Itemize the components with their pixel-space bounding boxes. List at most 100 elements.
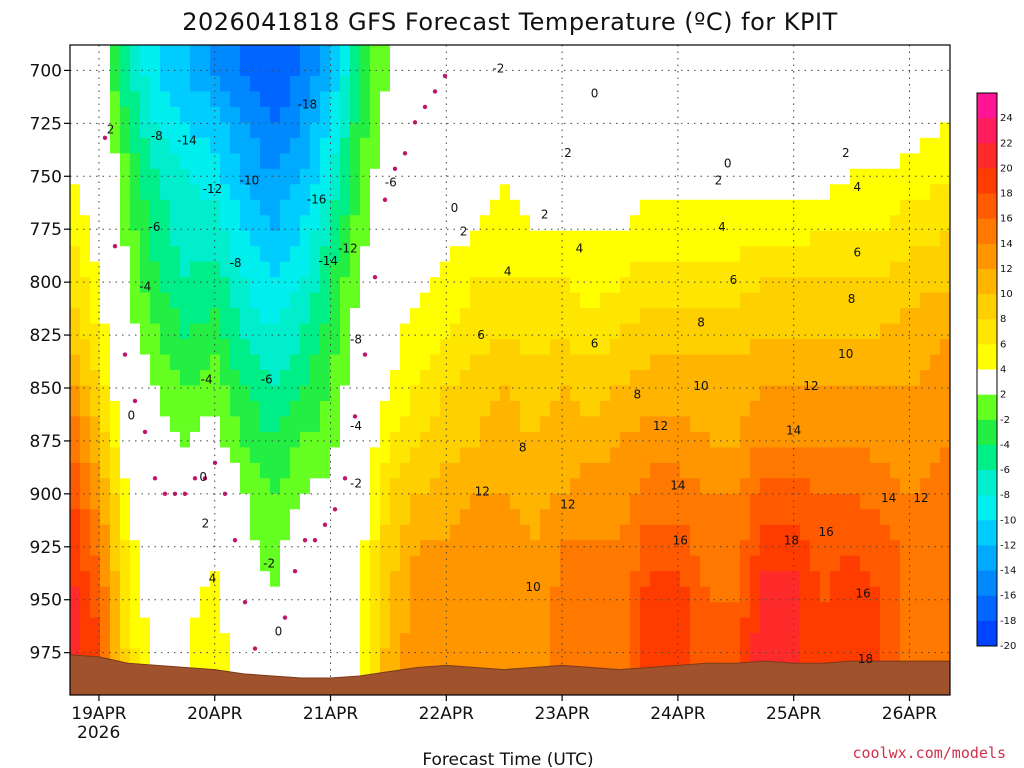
temperature-cell	[520, 153, 531, 170]
temperature-cell	[810, 400, 821, 418]
temperature-cell	[740, 617, 751, 634]
temperature-cell	[460, 462, 471, 479]
temperature-cell	[180, 416, 191, 433]
temperature-cell	[880, 524, 891, 541]
temperature-cell	[840, 60, 851, 77]
temperature-cell	[890, 292, 901, 309]
temperature-cell	[140, 292, 151, 309]
colorbar-swatch	[977, 620, 997, 647]
temperature-cell	[460, 416, 471, 433]
temperature-cell	[450, 261, 461, 278]
temperature-cell	[760, 509, 771, 526]
temperature-cell	[180, 354, 191, 371]
temperature-cell	[700, 385, 711, 402]
temperature-cell	[670, 122, 681, 139]
temperature-cell	[400, 339, 411, 356]
temperature-cell	[190, 168, 201, 185]
temperature-cell	[650, 431, 661, 448]
temperature-cell	[820, 586, 831, 603]
temperature-cell	[150, 184, 161, 201]
temperature-cell	[350, 323, 361, 340]
temperature-cell	[840, 447, 851, 464]
temperature-cell	[260, 478, 271, 495]
temperature-cell	[70, 478, 81, 495]
temperature-cell	[530, 370, 541, 387]
temperature-cell	[120, 60, 131, 77]
temperature-cell	[940, 385, 950, 402]
temperature-cell	[190, 385, 201, 402]
temperature-cell	[260, 648, 271, 665]
temperature-cell	[660, 416, 671, 433]
temperature-cell	[820, 571, 831, 588]
temperature-cell	[400, 617, 411, 634]
temperature-cell	[440, 137, 451, 154]
temperature-cell	[780, 633, 791, 650]
temperature-cell	[590, 633, 601, 650]
temperature-cell	[270, 261, 281, 278]
temperature-cell	[370, 246, 381, 263]
temperature-cell	[230, 45, 241, 62]
temperature-cell	[730, 122, 741, 139]
temperature-cell	[120, 91, 131, 108]
temperature-cell	[820, 648, 831, 665]
temperature-cell	[590, 91, 601, 108]
temperature-cell	[710, 524, 721, 541]
temperature-cell	[290, 462, 301, 479]
temperature-cell	[260, 431, 271, 448]
temperature-cell	[300, 462, 311, 479]
contour-label: 2	[715, 174, 723, 188]
temperature-cell	[800, 586, 811, 603]
temperature-cell	[90, 261, 101, 278]
zero-isoline-point	[142, 429, 148, 435]
temperature-cell	[440, 246, 451, 263]
temperature-cell	[750, 308, 761, 325]
temperature-cell	[470, 524, 481, 541]
temperature-cell	[850, 215, 861, 232]
temperature-cell	[710, 323, 721, 340]
temperature-cell	[380, 122, 391, 139]
temperature-cell	[280, 277, 291, 294]
temperature-cell	[110, 524, 121, 541]
colorbar: 24222018161412108642-2-4-6-8-10-12-14-16…	[976, 92, 1016, 652]
temperature-cell	[720, 122, 731, 139]
temperature-cell	[670, 168, 681, 185]
temperature-cell	[910, 478, 921, 495]
temperature-cell	[590, 308, 601, 325]
temperature-cell	[720, 292, 731, 309]
temperature-cell	[530, 400, 541, 418]
temperature-cell	[430, 184, 441, 201]
temperature-cell	[480, 524, 491, 541]
temperature-cell	[270, 75, 281, 93]
temperature-cell	[470, 323, 481, 340]
temperature-cell	[700, 60, 711, 77]
temperature-cell	[790, 215, 801, 232]
temperature-cell	[240, 354, 251, 371]
temperature-cell	[550, 339, 561, 356]
temperature-cell	[380, 602, 391, 619]
temperature-cell	[160, 509, 171, 526]
temperature-cell	[890, 509, 901, 526]
temperature-cell	[930, 137, 941, 154]
temperature-cell	[140, 277, 151, 294]
temperature-cell	[560, 509, 571, 526]
temperature-cell	[120, 153, 131, 170]
temperature-cell	[420, 354, 431, 371]
temperature-cell	[150, 60, 161, 77]
temperature-cell	[390, 106, 401, 123]
temperature-cell	[850, 168, 861, 185]
temperature-cell	[280, 230, 291, 247]
temperature-cell	[130, 555, 141, 572]
contour-label: -8	[350, 332, 362, 346]
temperature-cell	[310, 215, 321, 232]
temperature-cell	[460, 354, 471, 371]
temperature-cell	[370, 277, 381, 294]
temperature-cell	[100, 91, 111, 108]
temperature-cell	[90, 45, 101, 62]
temperature-cell	[690, 323, 701, 340]
temperature-cell	[450, 586, 461, 603]
temperature-cell	[490, 648, 501, 665]
temperature-cell	[120, 633, 131, 650]
temperature-cell	[740, 106, 751, 123]
temperature-cell	[250, 431, 261, 448]
temperature-cell	[260, 400, 271, 418]
